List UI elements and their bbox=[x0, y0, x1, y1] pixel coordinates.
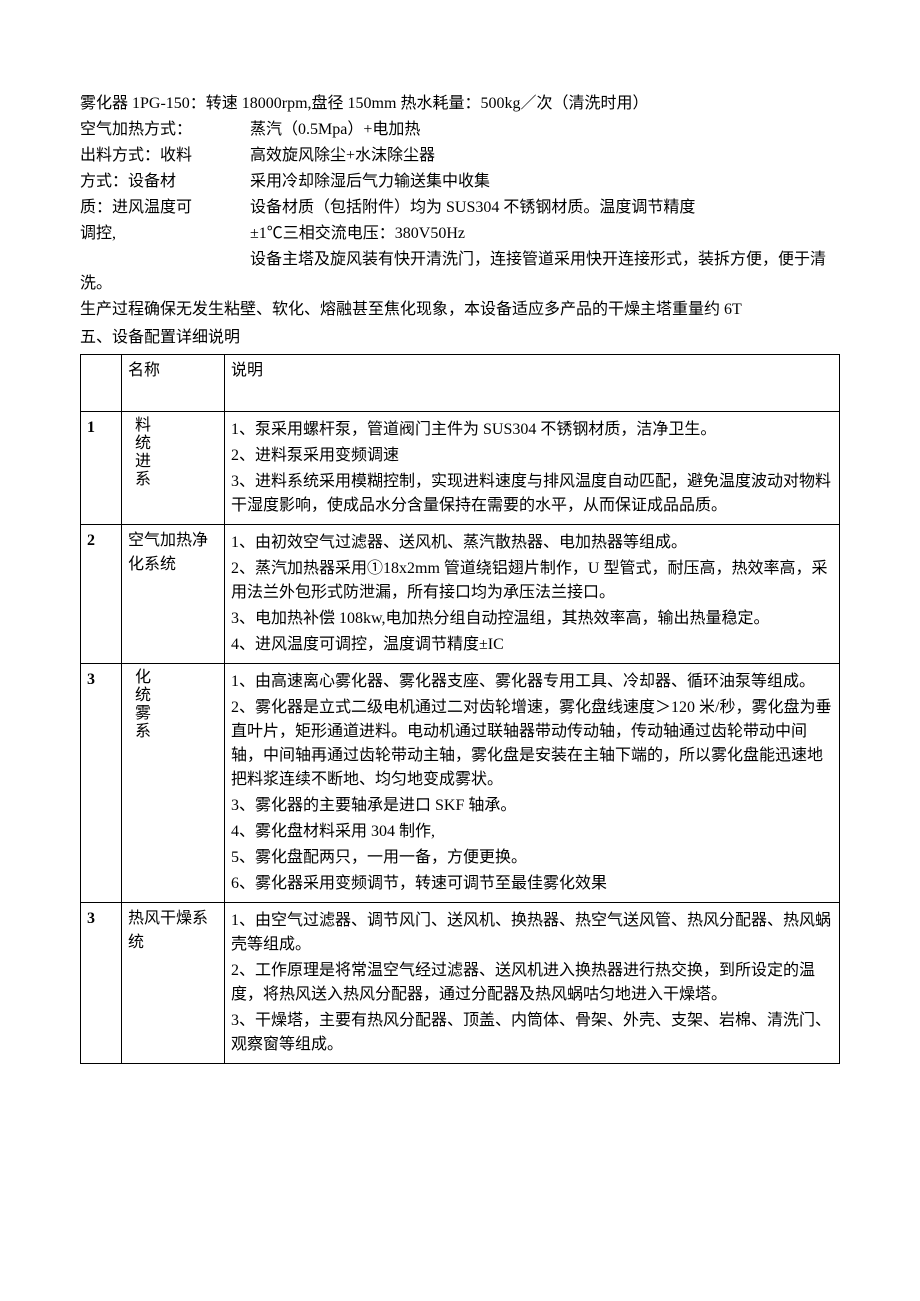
desc-line: 2、雾化器是立式二级电机通过二对齿轮增速，雾化盘线速度＞120 米/秒，雾化盘为… bbox=[231, 696, 833, 792]
row-name: 空气加热净化系统 bbox=[122, 525, 225, 664]
row-description: 1、由空气过滤器、调节风门、送风机、换热器、热空气送风管、热风分配器、热风蜗壳等… bbox=[225, 903, 840, 1064]
header-name: 名称 bbox=[122, 355, 225, 412]
desc-line: 2、进料泵采用变频调速 bbox=[231, 444, 833, 468]
desc-line: 1、由高速离心雾化器、雾化器支座、雾化器专用工具、冷却器、循环油泵等组成。 bbox=[231, 670, 833, 694]
spec-label: 空气加热方式： bbox=[80, 118, 250, 142]
spec-value: 采用冷却除湿后气力输送集中收集 bbox=[250, 170, 840, 194]
production-note: 生产过程确保无发生粘壁、软化、熔融甚至焦化现象，本设备适应多产品的干燥主塔重量约… bbox=[80, 298, 840, 322]
row-description: 1、由高速离心雾化器、雾化器支座、雾化器专用工具、冷却器、循环油泵等组成。2、雾… bbox=[225, 664, 840, 903]
desc-line: 6、雾化器采用变频调节，转速可调节至最佳雾化效果 bbox=[231, 872, 833, 896]
desc-line: 2、蒸汽加热器采用①18x2mm 管道绕铝翅片制作，U 型管式，耐压高，热效率高… bbox=[231, 557, 833, 605]
spec-row: 质：进风温度可设备材质（包括附件）均为 SUS304 不锈钢材质。温度调节精度 bbox=[80, 196, 840, 220]
section-title: 五、设备配置详细说明 bbox=[80, 326, 840, 350]
table-row: 3热风干燥系统1、由空气过滤器、调节风门、送风机、换热器、热空气送风管、热风分配… bbox=[81, 903, 840, 1064]
config-table: 名称 说明 1料统进系1、泵采用螺杆泵，管道阀门主件为 SUS304 不锈钢材质… bbox=[80, 354, 840, 1064]
table-row: 3化统雾系1、由高速离心雾化器、雾化器支座、雾化器专用工具、冷却器、循环油泵等组… bbox=[81, 664, 840, 903]
spec-value: 设备材质（包括附件）均为 SUS304 不锈钢材质。温度调节精度 bbox=[250, 196, 840, 220]
desc-line: 2、工作原理是将常温空气经过滤器、送风机进入换热器进行热交换，到所设定的温度，将… bbox=[231, 959, 833, 1007]
desc-line: 3、干燥塔，主要有热风分配器、顶盖、内筒体、骨架、外壳、支架、岩棉、清洗门、观察… bbox=[231, 1009, 833, 1057]
row-name: 化统雾系 bbox=[122, 664, 225, 903]
spec-title: 雾化器 1PG-150：转速 18000rpm,盘径 150mm 热水耗量：50… bbox=[80, 92, 840, 116]
spec-label: 调控, bbox=[80, 222, 250, 246]
desc-line: 1、由初效空气过滤器、送风机、蒸汽散热器、电加热器等组成。 bbox=[231, 531, 833, 555]
row-number: 2 bbox=[81, 525, 122, 664]
spec-label: 出料方式：收料 bbox=[80, 144, 250, 168]
header-num bbox=[81, 355, 122, 412]
desc-line: 1、由空气过滤器、调节风门、送风机、换热器、热空气送风管、热风分配器、热风蜗壳等… bbox=[231, 909, 833, 957]
desc-line: 3、进料系统采用模糊控制，实现进料速度与排风温度自动匹配，避免温度波动对物料干湿… bbox=[231, 470, 833, 518]
tail-line: 设备主塔及旋风装有快开清洗门，连接管道采用快开连接形式，装拆方便，便于清洗。 bbox=[80, 248, 840, 296]
row-description: 1、泵采用螺杆泵，管道阀门主件为 SUS304 不锈钢材质，洁净卫生。2、进料泵… bbox=[225, 412, 840, 525]
desc-line: 4、雾化盘材料采用 304 制作, bbox=[231, 820, 833, 844]
spec-value: 蒸汽（0.5Mpa）+电加热 bbox=[250, 118, 840, 142]
desc-line: 4、进风温度可调控，温度调节精度±IC bbox=[231, 633, 833, 657]
desc-line: 3、雾化器的主要轴承是进口 SKF 轴承。 bbox=[231, 794, 833, 818]
row-number: 1 bbox=[81, 412, 122, 525]
table-row: 1料统进系1、泵采用螺杆泵，管道阀门主件为 SUS304 不锈钢材质，洁净卫生。… bbox=[81, 412, 840, 525]
desc-line: 3、电加热补偿 108kw,电加热分组自动控温组，其热效率高，输出热量稳定。 bbox=[231, 607, 833, 631]
spec-row: 调控,±1℃三相交流电压：380V50Hz bbox=[80, 222, 840, 246]
row-name: 料统进系 bbox=[122, 412, 225, 525]
spec-block: 空气加热方式：蒸汽（0.5Mpa）+电加热出料方式：收料高效旋风除尘+水沫除尘器… bbox=[80, 118, 840, 246]
header-desc: 说明 bbox=[225, 355, 840, 412]
spec-value: ±1℃三相交流电压：380V50Hz bbox=[250, 222, 840, 246]
table-row: 2空气加热净化系统1、由初效空气过滤器、送风机、蒸汽散热器、电加热器等组成。2、… bbox=[81, 525, 840, 664]
spec-value: 高效旋风除尘+水沫除尘器 bbox=[250, 144, 840, 168]
row-number: 3 bbox=[81, 903, 122, 1064]
desc-line: 1、泵采用螺杆泵，管道阀门主件为 SUS304 不锈钢材质，洁净卫生。 bbox=[231, 418, 833, 442]
spec-label: 方式：设备材 bbox=[80, 170, 250, 194]
desc-line: 5、雾化盘配两只，一用一备，方便更换。 bbox=[231, 846, 833, 870]
table-header-row: 名称 说明 bbox=[81, 355, 840, 412]
row-name: 热风干燥系统 bbox=[122, 903, 225, 1064]
row-description: 1、由初效空气过滤器、送风机、蒸汽散热器、电加热器等组成。2、蒸汽加热器采用①1… bbox=[225, 525, 840, 664]
spec-label: 质：进风温度可 bbox=[80, 196, 250, 220]
spec-row: 方式：设备材采用冷却除湿后气力输送集中收集 bbox=[80, 170, 840, 194]
row-number: 3 bbox=[81, 664, 122, 903]
spec-row: 空气加热方式：蒸汽（0.5Mpa）+电加热 bbox=[80, 118, 840, 142]
spec-row: 出料方式：收料高效旋风除尘+水沫除尘器 bbox=[80, 144, 840, 168]
